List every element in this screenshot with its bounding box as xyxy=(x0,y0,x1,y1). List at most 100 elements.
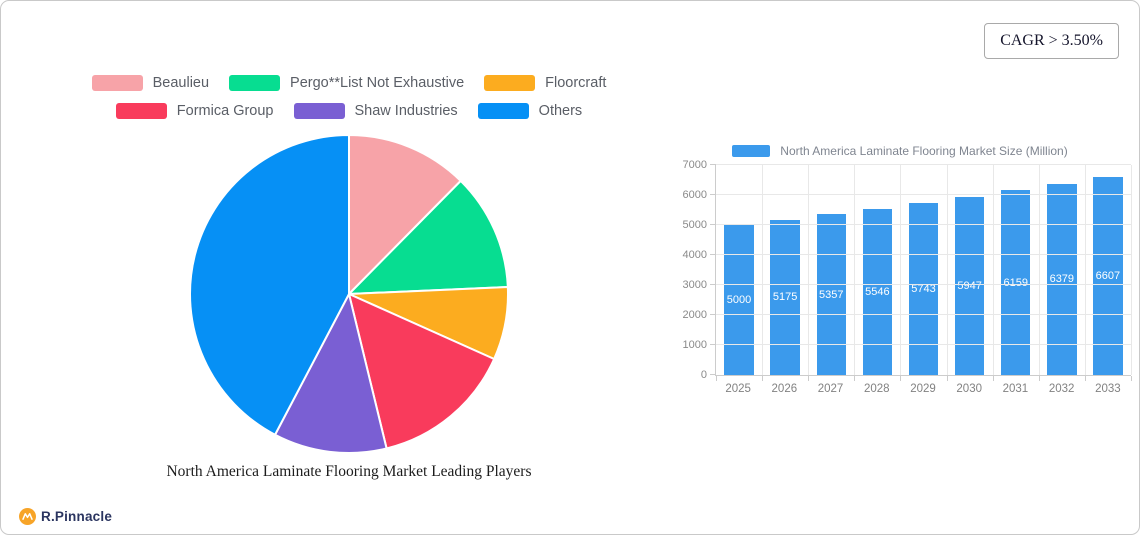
bar-2029[interactable]: 5743 xyxy=(908,202,939,375)
y-axis-tick-mark xyxy=(710,224,716,225)
pie-chart xyxy=(188,133,510,455)
x-axis-tick-mark xyxy=(808,376,810,381)
bar-2025[interactable]: 5000 xyxy=(724,225,754,375)
gridline-vertical xyxy=(992,165,994,375)
pie-slice-shaw-industries[interactable] xyxy=(274,293,388,454)
legend-swatch xyxy=(115,103,167,119)
bar-value-label: 6379 xyxy=(1049,273,1075,286)
bar-value-label: 5947 xyxy=(957,279,982,292)
x-axis-label-2030: 2030 xyxy=(956,383,982,395)
x-axis-label-2025: 2025 xyxy=(725,383,751,395)
bar-chart-plot-area: 5000 5175 5357 5546 5743 5947 6159 6379 6607 xyxy=(710,164,1132,381)
x-axis-label-2031: 2031 xyxy=(1002,383,1029,395)
x-axis-label-2028: 2028 xyxy=(863,383,890,395)
legend-item-formica-group[interactable]: Formica Group xyxy=(115,103,274,119)
bar-legend-swatch xyxy=(732,145,771,157)
brand-logo: R.Pinnacle xyxy=(19,508,112,525)
gridline-horizontal xyxy=(716,314,1131,315)
y-axis-tick-label: 4000 xyxy=(682,249,707,261)
pie-slice-beaulieu[interactable] xyxy=(348,134,462,295)
legend-label: Shaw Industries xyxy=(354,103,458,119)
cagr-badge: CAGR > 3.50% xyxy=(984,23,1119,59)
y-axis-tick-label: 7000 xyxy=(682,159,707,171)
bar-cell: 5546 xyxy=(854,165,900,375)
x-axis-tick-mark xyxy=(716,376,717,381)
bar-2033[interactable]: 6607 xyxy=(1093,176,1123,375)
pie-legend-row: Beaulieu Pergo**List Not Exhaustive Floorc… xyxy=(91,75,606,91)
bar-2028[interactable]: 5546 xyxy=(862,208,893,375)
x-axis-tick-mark xyxy=(992,376,994,381)
cagr-badge-text: CAGR > 3.50% xyxy=(1000,32,1103,49)
gridline-vertical xyxy=(1084,165,1086,375)
y-axis-tick-label: 3000 xyxy=(682,279,707,291)
x-axis-label-2026: 2026 xyxy=(771,383,798,395)
legend-label: Beaulieu xyxy=(152,75,210,91)
legend-label: Pergo**List Not Exhaustive xyxy=(290,75,465,91)
bar-cell: 6379 xyxy=(1039,165,1085,375)
bar-value-label: 6159 xyxy=(1003,276,1028,289)
bar-2030[interactable]: 5947 xyxy=(954,196,985,375)
y-axis-tick-label: 0 xyxy=(700,369,707,381)
legend-item-pergo-list-not-exhaustive[interactable]: Pergo**List Not Exhaustive xyxy=(229,75,464,91)
x-axis-tick-mark xyxy=(946,376,948,381)
legend-item-shaw-industries[interactable]: Shaw Industries xyxy=(293,103,458,119)
x-axis: 2025 2026 2027 2028 2029 2030 2031 2032 2033 xyxy=(715,383,1131,395)
pie-slice-pergo-list-not-exhaustive[interactable] xyxy=(348,179,509,295)
gridline-vertical xyxy=(1131,165,1132,375)
bar-cell: 5743 xyxy=(900,165,946,375)
x-axis-label-2029: 2029 xyxy=(910,383,936,395)
legend-item-others[interactable]: Others xyxy=(477,103,583,119)
legend-item-beaulieu[interactable]: Beaulieu xyxy=(91,75,210,91)
gridline-horizontal xyxy=(716,344,1131,345)
x-axis-label-2033: 2033 xyxy=(1095,383,1121,395)
x-axis-tick-mark xyxy=(1131,376,1132,381)
gridline-horizontal xyxy=(716,284,1131,285)
gridline-horizontal xyxy=(716,224,1131,225)
legend-item-floorcraft[interactable]: Floorcraft xyxy=(484,75,606,91)
y-axis-tick-mark xyxy=(710,374,716,375)
bar-value-label: 5000 xyxy=(726,294,752,306)
brand-name: R.Pinnacle xyxy=(41,509,113,524)
bar-cell: 5175 xyxy=(762,165,808,375)
y-axis-tick-label: 5000 xyxy=(682,219,707,231)
bar-2032[interactable]: 6379 xyxy=(1047,183,1077,375)
pie-chart-title: North America Laminate Flooring Market L… xyxy=(166,463,532,480)
gridline-horizontal xyxy=(716,164,1131,165)
legend-swatch xyxy=(229,75,281,91)
bar-cell: 5947 xyxy=(947,165,993,375)
y-axis-tick-label: 2000 xyxy=(682,309,707,321)
y-axis-tick-label: 6000 xyxy=(682,189,707,201)
bar-chart-legend-item[interactable]: North America Laminate Flooring Market S… xyxy=(669,144,1131,158)
x-axis-tick-mark xyxy=(854,376,856,381)
bar-value-label: 5175 xyxy=(772,291,798,304)
bar-value-label: 5357 xyxy=(819,288,844,301)
legend-label: Others xyxy=(538,103,583,119)
gridline-horizontal xyxy=(716,254,1131,255)
x-axis-tick-mark xyxy=(1038,376,1040,381)
bar-2027[interactable]: 5357 xyxy=(816,214,847,375)
bar-chart-body: 0 1000 2000 3000 4000 5000 6000 7000 5000 5175 53… xyxy=(669,159,1132,381)
brand-logo-icon xyxy=(19,508,36,525)
bar-2031[interactable]: 6159 xyxy=(1000,190,1031,375)
y-axis-tick-mark xyxy=(710,344,716,345)
bar-value-label: 6607 xyxy=(1095,269,1121,282)
bar-value-label: 5743 xyxy=(911,282,936,295)
y-axis-tick-mark xyxy=(710,284,716,285)
legend-swatch xyxy=(477,103,529,119)
pie-legend-row: Formica Group Shaw Industries Others xyxy=(115,103,583,119)
legend-swatch xyxy=(484,75,536,91)
gridline-horizontal xyxy=(716,194,1131,195)
pie-slice-others[interactable] xyxy=(189,134,350,436)
pie-slice-formica-group[interactable] xyxy=(348,293,496,450)
y-axis-tick-mark xyxy=(710,194,716,195)
bar-2026[interactable]: 5175 xyxy=(770,219,800,375)
legend-label: Floorcraft xyxy=(545,75,607,91)
pie-legend: Beaulieu Pergo**List Not Exhaustive Floorc… xyxy=(29,75,669,119)
x-axis-tick-mark xyxy=(900,376,902,381)
y-axis: 0 1000 2000 3000 4000 5000 6000 7000 xyxy=(669,159,715,381)
x-axis-label-2032: 2032 xyxy=(1048,383,1075,395)
gridline-vertical xyxy=(854,165,856,375)
bar-value-label: 5546 xyxy=(865,285,890,298)
x-axis-tick-mark xyxy=(1084,376,1086,381)
